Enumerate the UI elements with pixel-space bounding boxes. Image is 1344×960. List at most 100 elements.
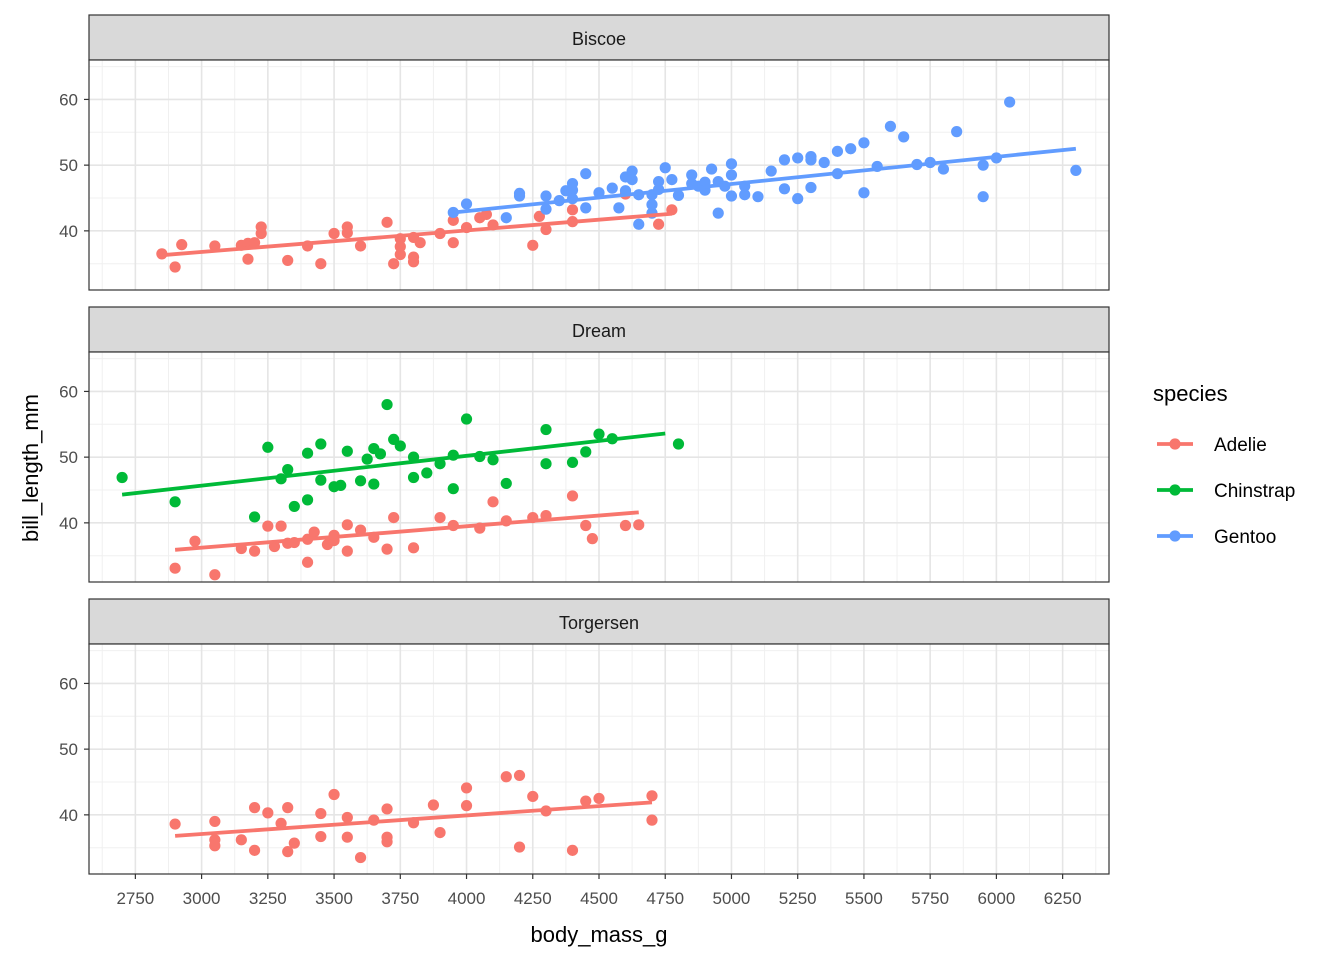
regression-line-adelie xyxy=(174,800,653,838)
data-point xyxy=(626,165,638,177)
data-point xyxy=(672,438,685,450)
facet-panel-biscoe: Biscoe 40 50 60 xyxy=(59,14,1110,291)
data-point xyxy=(566,456,579,468)
y-tick-label: 60 xyxy=(59,674,78,693)
x-tick-label: 4500 xyxy=(580,889,618,908)
data-point xyxy=(653,218,665,230)
data-point xyxy=(328,788,340,801)
data-point xyxy=(315,438,327,450)
data-point xyxy=(460,198,473,210)
data-point xyxy=(381,803,393,815)
legend-entry-label: Adelie xyxy=(1214,435,1267,456)
data-point xyxy=(275,817,287,830)
data-point xyxy=(447,214,459,226)
data-point xyxy=(686,169,698,181)
data-point xyxy=(606,182,618,194)
data-point xyxy=(288,500,300,513)
data-point xyxy=(315,258,327,270)
data-point xyxy=(725,158,738,170)
data-point xyxy=(792,193,804,205)
data-point xyxy=(752,191,764,203)
data-point xyxy=(288,837,300,849)
x-tick-label: 3750 xyxy=(381,889,419,908)
data-point xyxy=(394,248,406,261)
x-tick-label: 2750 xyxy=(116,889,154,908)
data-point xyxy=(580,168,592,180)
data-point xyxy=(169,261,181,273)
data-point xyxy=(884,120,897,132)
y-axis-title: bill_length_mm xyxy=(18,394,43,542)
data-point xyxy=(646,790,658,802)
y-tick-label: 40 xyxy=(59,222,78,241)
data-point xyxy=(335,479,347,491)
legend-entry-adelie: Adelie xyxy=(1157,435,1267,456)
data-point xyxy=(414,237,426,249)
data-point xyxy=(354,475,367,487)
data-point xyxy=(381,216,393,228)
data-point xyxy=(653,175,665,188)
data-point xyxy=(858,187,870,199)
data-point xyxy=(977,159,989,171)
data-point xyxy=(580,795,592,807)
data-point xyxy=(646,198,658,211)
legend-entry-chinstrap: Chinstrap xyxy=(1157,481,1295,502)
legend-key-point xyxy=(1169,530,1181,542)
data-point xyxy=(500,212,512,224)
legend-entry-label: Chinstrap xyxy=(1214,481,1295,502)
data-point xyxy=(540,190,552,202)
data-point xyxy=(580,446,592,458)
data-point xyxy=(407,542,420,554)
series-adelie xyxy=(169,769,658,864)
data-point xyxy=(513,187,526,199)
data-point xyxy=(209,840,221,852)
data-point xyxy=(566,204,579,216)
data-point xyxy=(328,227,340,240)
data-point xyxy=(262,441,274,453)
data-point xyxy=(315,474,327,486)
data-point xyxy=(388,258,400,270)
y-tick-label: 50 xyxy=(59,156,78,175)
data-point xyxy=(315,830,327,843)
x-axis: 2750 3000 3250 3500 3750 4000 4250 4500 4750 5000… xyxy=(116,874,1082,908)
data-point xyxy=(460,800,473,812)
data-point xyxy=(858,137,870,149)
x-tick-label: 3500 xyxy=(315,889,353,908)
data-point xyxy=(633,218,645,230)
regression-line-adelie xyxy=(161,211,673,258)
data-point xyxy=(341,545,353,557)
facet-panel-dream: Dream 40 50 60 xyxy=(59,306,1110,583)
data-point xyxy=(354,240,367,252)
data-point xyxy=(646,814,658,826)
data-point xyxy=(527,790,539,803)
data-point xyxy=(460,782,473,794)
data-point xyxy=(540,203,552,215)
x-tick-label: 4250 xyxy=(514,889,552,908)
data-point xyxy=(765,165,777,177)
data-point xyxy=(235,834,247,846)
data-point xyxy=(282,802,294,814)
data-point xyxy=(487,496,499,508)
data-point xyxy=(394,241,406,253)
facet-panels: Biscoe 40 50 60 Dream 40 50 60 Torgersen 40 50 60 xyxy=(59,14,1110,875)
data-point xyxy=(189,535,201,547)
data-point xyxy=(977,191,989,203)
data-point xyxy=(248,545,261,557)
data-point xyxy=(248,844,261,856)
data-point xyxy=(1070,164,1082,176)
data-point xyxy=(487,454,499,466)
legend: species Adelie Chinstrap Gentoo xyxy=(1153,381,1295,548)
data-point xyxy=(209,569,221,581)
data-point xyxy=(540,223,552,236)
data-point xyxy=(586,533,598,545)
x-tick-label: 5750 xyxy=(911,889,949,908)
data-point xyxy=(169,562,181,574)
data-point xyxy=(951,126,963,138)
data-point xyxy=(248,802,261,814)
data-point xyxy=(540,458,552,470)
data-point xyxy=(262,807,274,819)
y-tick-label: 40 xyxy=(59,514,78,533)
data-point xyxy=(1004,96,1016,108)
x-tick-label: 4750 xyxy=(646,889,684,908)
data-point xyxy=(374,448,387,460)
data-point xyxy=(275,520,287,532)
